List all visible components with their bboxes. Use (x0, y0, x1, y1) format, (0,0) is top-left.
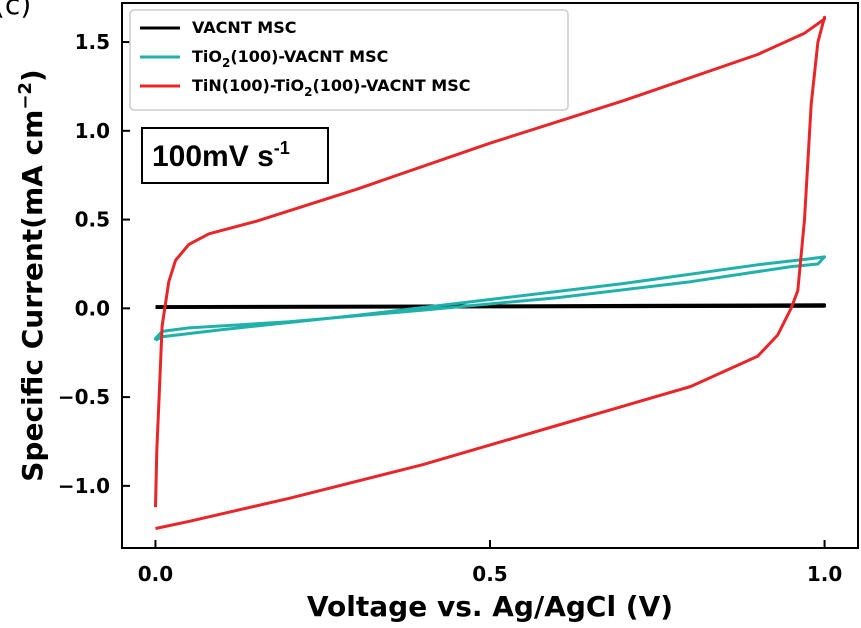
x-axis-title: Voltage vs. Ag/AgCl (V) (307, 590, 673, 623)
y-tick-label-3: 0.5 (75, 208, 110, 232)
legend-label-0: VACNT MSC (192, 18, 296, 37)
y-tick-label-0: −1.0 (58, 474, 110, 498)
ticks-layer: 0.0 0.5 1.0 −1.0 −0.5 0.0 0.5 1.0 1.5 (58, 30, 842, 586)
legend: VACNT MSC TiO2(100)-VACNT MSC TiN(100)-TiO… (129, 9, 569, 111)
y-axis-title-main: Specific Current(mA cm (16, 110, 49, 482)
annotation-box: 100mV s-1 (141, 127, 329, 184)
legend-frame (129, 9, 569, 111)
x-tick-label-2: 1.0 (807, 562, 842, 586)
series-line-2 (154, 15, 826, 530)
x-tick-label-0: 0.0 (138, 562, 173, 586)
legend-label-1: TiO2(100)-VACNT MSC (192, 47, 388, 70)
y-tick-label-5: 1.5 (75, 30, 110, 54)
annotation-frame (141, 127, 329, 184)
y-tick-label-4: 1.0 (75, 119, 110, 143)
y-tick-label-2: 0.0 (75, 296, 110, 320)
series-layer (154, 15, 826, 530)
legend-label-2: TiN(100)-TiO2(100)-VACNT MSC (192, 76, 470, 99)
y-axis-title-close: ) (16, 69, 49, 82)
series-line-1 (154, 255, 826, 342)
panel-label: (c) (0, 0, 31, 21)
annotation-text: 100mV s-1 (152, 138, 290, 173)
x-tick-label-1: 0.5 (472, 562, 507, 586)
y-axis-title-sup: −2 (15, 82, 36, 110)
y-axis-title: Specific Current(mA cm−2) (15, 69, 49, 481)
y-tick-label-1: −0.5 (58, 385, 110, 409)
